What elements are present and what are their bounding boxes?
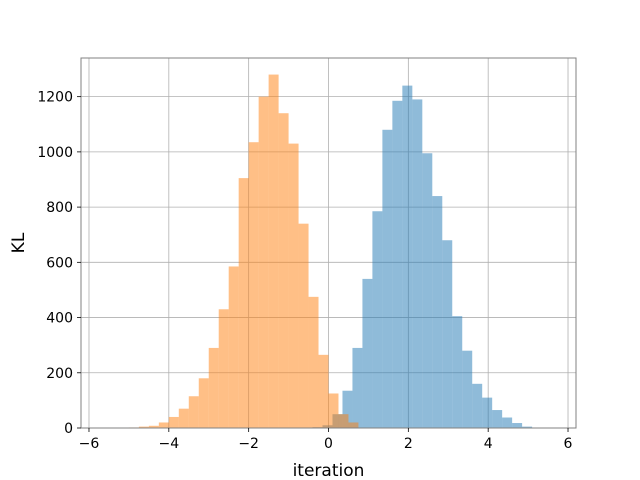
histogram-bar — [188, 396, 199, 428]
histogram-bar — [338, 414, 349, 428]
y-tick-label: 0 — [64, 421, 73, 437]
y-tick-label: 1200 — [37, 90, 73, 106]
histogram-bars — [128, 74, 533, 429]
histogram-bar — [492, 410, 503, 428]
x-tick-label: −4 — [159, 436, 180, 452]
histogram-bar — [208, 347, 219, 428]
x-tick-label: 6 — [564, 436, 573, 452]
histogram-bar — [228, 266, 239, 428]
histogram-bar — [318, 354, 329, 428]
histogram-bar — [522, 426, 533, 428]
histogram-bar — [352, 347, 363, 428]
y-axis-label: KL — [9, 232, 29, 253]
histogram-bar — [442, 240, 453, 428]
histogram-bar — [278, 113, 289, 428]
histogram-bar — [148, 425, 159, 428]
x-axis-ticks: −6 −4 −2 0 2 4 6 — [79, 428, 573, 452]
histogram-series-2 — [128, 74, 359, 429]
histogram-bar — [402, 85, 413, 428]
x-tick-label: −2 — [238, 436, 259, 452]
histogram-bar — [452, 316, 463, 428]
histogram-bar — [178, 408, 189, 428]
histogram-bar — [238, 178, 249, 428]
histogram-bar — [342, 390, 353, 428]
y-tick-label: 200 — [46, 366, 73, 382]
x-tick-label: −6 — [79, 436, 100, 452]
histogram-bar — [432, 196, 443, 428]
histogram-bar — [198, 378, 209, 428]
histogram-bar — [462, 350, 473, 428]
y-axis-ticks: 0 200 400 600 800 1000 1200 — [37, 90, 81, 437]
x-tick-label: 2 — [404, 436, 413, 452]
histogram-bar — [298, 223, 309, 428]
y-tick-label: 600 — [46, 255, 73, 271]
histogram-bar — [288, 143, 299, 428]
histogram-bar — [472, 383, 483, 428]
histogram-bar — [392, 100, 403, 428]
y-tick-label: 800 — [46, 200, 73, 216]
histogram-bar — [138, 426, 149, 428]
x-tick-label: 4 — [484, 436, 493, 452]
histogram-bar — [372, 211, 383, 428]
histogram-series-1 — [312, 85, 533, 428]
histogram-bar — [268, 74, 279, 428]
x-tick-label: 0 — [324, 436, 333, 452]
x-axis-label: iteration — [293, 461, 365, 480]
histogram-bar — [482, 397, 493, 428]
histogram-bar — [512, 423, 523, 428]
histogram-bar — [348, 422, 359, 428]
y-tick-label: 1000 — [37, 145, 73, 161]
histogram-bar — [308, 296, 319, 428]
histogram-bar — [422, 153, 433, 428]
histogram-bar — [168, 416, 179, 428]
histogram-bar — [158, 422, 169, 428]
histogram-bar — [502, 417, 513, 428]
histogram-bar — [412, 99, 423, 428]
histogram-bar — [258, 96, 269, 429]
histogram-bar — [248, 142, 259, 428]
histogram-bar — [328, 393, 339, 428]
histogram-bar — [218, 309, 229, 428]
histogram-bar — [362, 278, 373, 428]
y-tick-label: 400 — [46, 311, 73, 327]
histogram-bar — [382, 129, 393, 428]
